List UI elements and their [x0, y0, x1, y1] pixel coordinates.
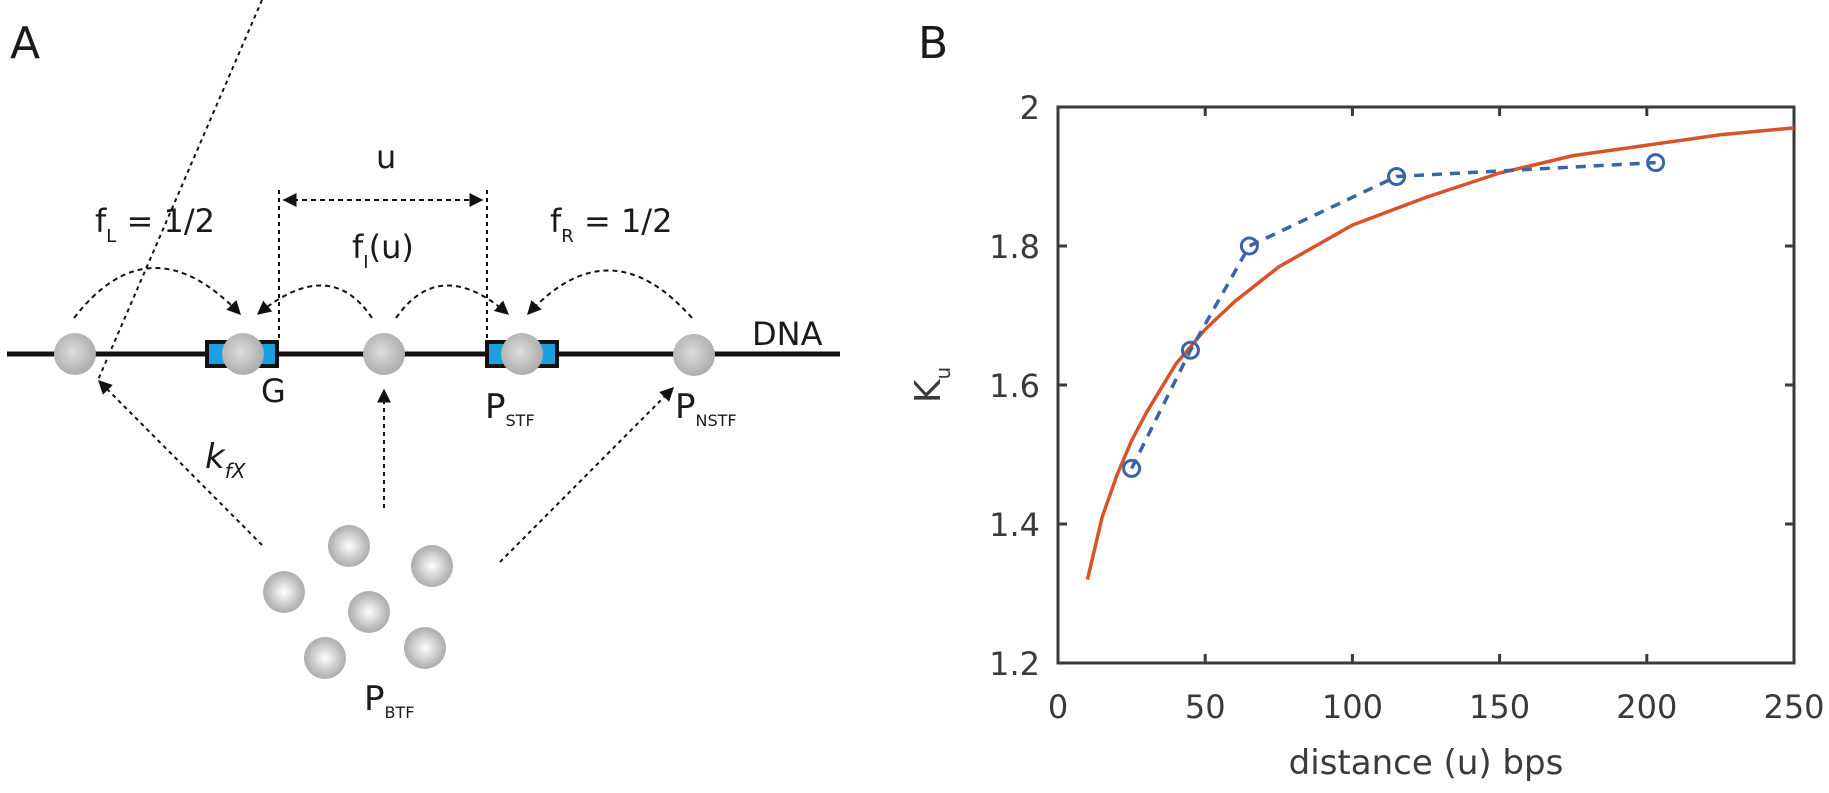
y-tick-label: 2 [1020, 89, 1040, 127]
data-point-marker [1646, 153, 1666, 173]
panel-a-letter: A [10, 18, 40, 69]
f-left-label: fL = 1/2 [95, 202, 215, 247]
panel-b: B 0 50 100 150 200 250 1.2 1.4 1.6 1.8 2 distance… [908, 18, 1825, 783]
plot-area [1056, 105, 1796, 665]
y-tick-label: 1.4 [989, 506, 1040, 544]
hop-arrow-inner-right [395, 284, 510, 319]
hop-arrow-left [73, 267, 241, 319]
hop-arrow-inner-left [256, 284, 373, 319]
y-tick-label: 1.2 [989, 645, 1040, 683]
x-tick-label: 200 [1616, 688, 1677, 726]
bind-arrow-left-line [98, 380, 263, 546]
bulk-protein-icon [328, 525, 370, 567]
y-tick-labels: 1.2 1.4 1.6 1.8 2 [989, 89, 1040, 683]
protein-pnstf-icon [673, 334, 715, 376]
y-tick-label: 1.6 [989, 367, 1040, 405]
data-point-marker [1180, 340, 1200, 360]
panel-b-letter: B [918, 18, 948, 69]
x-tick-label: 0 [1048, 688, 1068, 726]
data-point-marker [1387, 167, 1407, 186]
panel-a: A DNA u fL = 1/2 fI(u) fR = 1/2 G PSTF P… [7, 0, 840, 722]
protein-inner-icon [363, 333, 405, 375]
axis-ticks [1056, 105, 1796, 665]
rate-label: kfX [205, 437, 247, 483]
site-g-label: G [261, 372, 286, 410]
x-tick-label: 50 [1185, 688, 1226, 726]
data-markers [1122, 153, 1666, 478]
x-tick-label: 100 [1322, 688, 1383, 726]
bulk-protein-icon [263, 571, 305, 613]
protein-pstf-icon [501, 333, 543, 375]
x-tick-labels: 0 50 100 150 200 250 [1048, 688, 1825, 726]
f-inner-label: fI(u) [352, 228, 414, 273]
x-axis-label: distance (u) bps [1289, 743, 1564, 783]
bulk-protein-icon [411, 545, 453, 587]
x-tick-label: 150 [1469, 688, 1530, 726]
bulk-protein-icon [404, 627, 446, 669]
fit-curve [1085, 126, 1795, 581]
protein-left-icon [54, 333, 96, 375]
site-pnstf-label: PNSTF [675, 387, 737, 430]
y-axis-label: Ku [908, 367, 955, 403]
x-tick-label: 250 [1763, 688, 1824, 726]
f-right-label: fR = 1/2 [550, 202, 672, 247]
bind-arrow-right [499, 387, 674, 563]
data-point-marker [1122, 458, 1142, 478]
u-label: u [376, 138, 396, 176]
data-point-marker [1239, 236, 1259, 256]
y-tick-label: 1.8 [989, 228, 1040, 266]
protein-g-icon [222, 333, 264, 375]
bulk-protein-icon [348, 591, 390, 633]
bulk-protein-icon [304, 637, 346, 679]
site-pstf-label: PSTF [485, 387, 535, 430]
bind-arrow-left [97, 0, 263, 381]
dna-label: DNA [752, 315, 823, 353]
hop-arrow-right [527, 269, 693, 319]
bulk-label: PBTF [364, 679, 414, 722]
